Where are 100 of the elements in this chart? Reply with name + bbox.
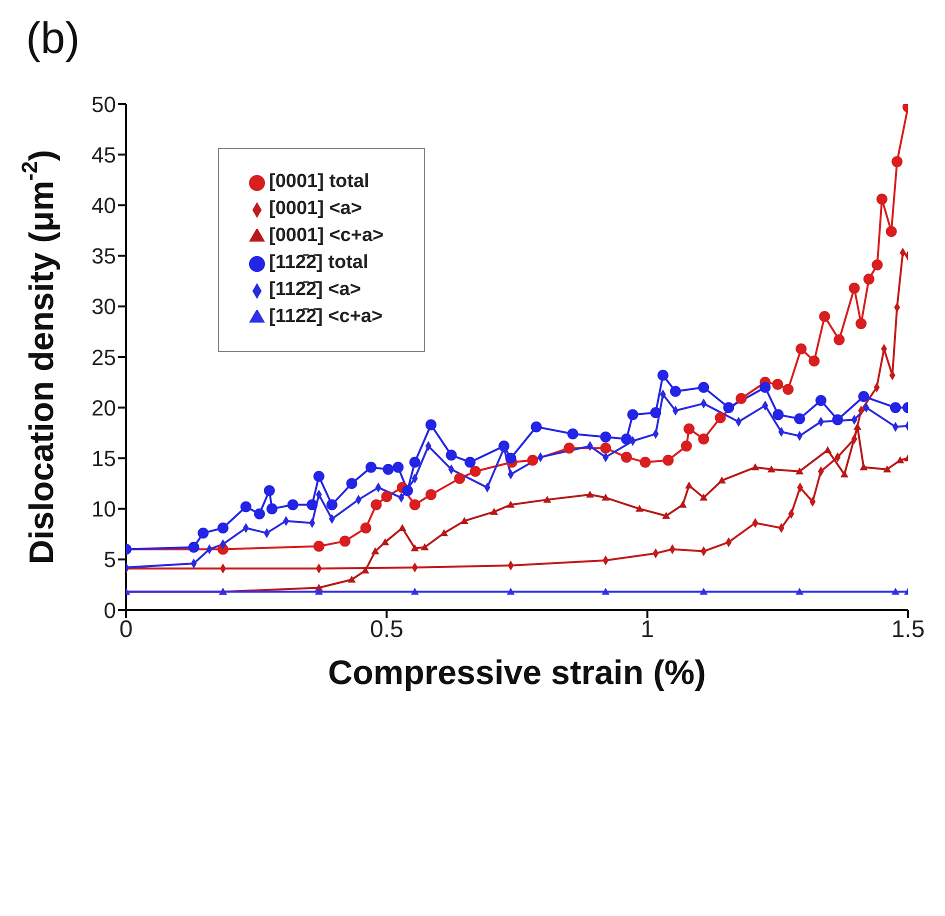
legend-label: [0001] total [269, 171, 370, 192]
legend-label: [0001] <a> [269, 198, 362, 219]
point [392, 462, 404, 473]
point [650, 407, 662, 418]
point [264, 485, 275, 496]
y-tick-label: 35 [92, 244, 116, 269]
point [188, 542, 200, 553]
point [370, 499, 382, 510]
point [751, 463, 760, 470]
point [860, 463, 868, 470]
point [602, 494, 610, 501]
point [409, 456, 420, 468]
point [600, 431, 612, 442]
legend-label: [0001] <c+a> [269, 225, 384, 246]
point [876, 194, 888, 205]
point [506, 588, 515, 595]
y-tick-label: 25 [92, 344, 116, 370]
point [409, 499, 420, 510]
point [723, 402, 734, 414]
point [346, 478, 358, 489]
point [883, 465, 892, 472]
point [381, 538, 390, 546]
point [366, 462, 377, 473]
point [454, 472, 466, 484]
point [832, 414, 844, 426]
point [490, 508, 498, 515]
point [381, 491, 392, 502]
point [410, 588, 419, 595]
x-tick-label: 0.5 [370, 616, 404, 644]
point [760, 382, 771, 393]
point [824, 446, 832, 454]
point [796, 588, 804, 595]
point [772, 378, 784, 390]
point [440, 529, 448, 536]
point [266, 503, 278, 514]
x-tick-label: 1 [640, 616, 654, 644]
point [530, 421, 542, 432]
point [848, 282, 860, 294]
point [446, 450, 457, 461]
point [382, 464, 394, 475]
point [890, 402, 901, 414]
point [217, 522, 228, 534]
point [287, 499, 298, 510]
point [718, 476, 726, 484]
y-tick-label: 10 [92, 496, 116, 522]
point [326, 499, 338, 510]
y-tick-label: 40 [92, 193, 116, 218]
point [254, 508, 265, 520]
point [371, 547, 380, 554]
point [586, 490, 594, 498]
point [460, 516, 468, 524]
point [767, 465, 776, 472]
point [313, 540, 324, 552]
point [662, 512, 670, 519]
point [872, 259, 883, 270]
point [640, 456, 651, 468]
legend-label: [112̄2̄] <c+a> [269, 306, 383, 327]
point [410, 544, 419, 552]
y-tick-label: 5 [104, 547, 116, 572]
point [543, 496, 552, 503]
point [886, 226, 897, 238]
point [620, 452, 632, 463]
point [425, 489, 436, 500]
point [506, 500, 515, 508]
point [314, 588, 323, 595]
point [567, 428, 578, 440]
point [662, 454, 674, 466]
point [815, 395, 826, 406]
point [306, 499, 318, 510]
point [853, 422, 862, 430]
point [736, 392, 747, 404]
legend-label: [112̄2̄] total [269, 252, 368, 273]
y-tick-label: 50 [92, 92, 116, 117]
point [796, 343, 807, 354]
point [858, 390, 870, 402]
point [420, 543, 429, 550]
y-tick-label: 20 [92, 395, 116, 420]
point [564, 442, 575, 454]
point [527, 454, 538, 466]
point [425, 419, 436, 430]
text: (b) [26, 14, 80, 64]
point [896, 456, 904, 464]
point [657, 370, 668, 381]
point [398, 524, 406, 532]
point [464, 456, 476, 468]
legend-label: [112̄2̄] <a> [269, 279, 361, 300]
point [684, 423, 695, 434]
point [840, 470, 848, 478]
point [339, 536, 350, 547]
point [714, 412, 726, 424]
point [240, 501, 252, 512]
point [772, 409, 784, 420]
point [891, 588, 900, 595]
point [834, 334, 845, 346]
x-tick-label: 1.5 [891, 616, 925, 644]
point [680, 440, 692, 452]
point [402, 485, 414, 496]
point [198, 528, 209, 539]
point [819, 311, 830, 322]
point [863, 274, 874, 285]
